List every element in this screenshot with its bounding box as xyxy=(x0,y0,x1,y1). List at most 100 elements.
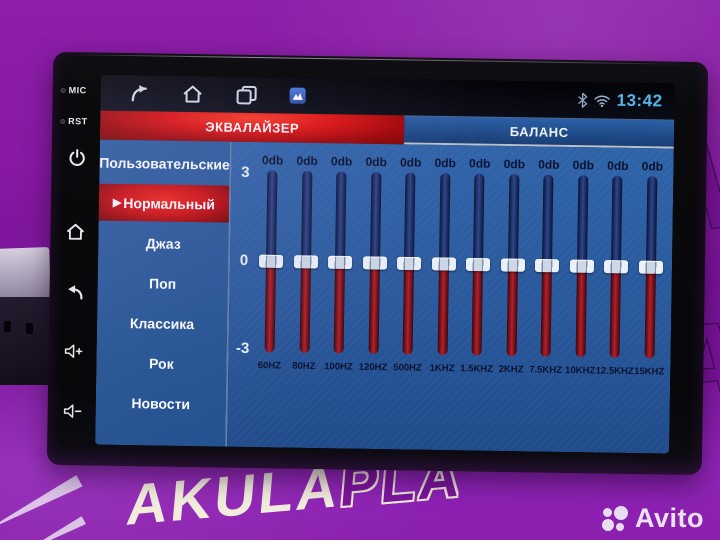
band-slider-thumb[interactable] xyxy=(293,255,318,269)
band-freq-label: 120HZ xyxy=(358,361,388,374)
band-slider[interactable] xyxy=(466,173,491,356)
slider-track-lower xyxy=(506,265,518,357)
band-slider[interactable] xyxy=(604,175,629,358)
preset-item-inactive[interactable]: Поп xyxy=(97,264,228,303)
equalizer-page: Пользовательские ▶ Нормальный Джаз Поп Класси… xyxy=(95,139,674,454)
band-slider[interactable] xyxy=(535,174,560,357)
preset-item-inactive[interactable]: Джаз xyxy=(98,224,229,263)
preset-label: Нормальный xyxy=(123,194,216,212)
reset-hole-icon xyxy=(60,118,66,124)
nav-recents-button[interactable] xyxy=(235,85,257,105)
slider-track-upper xyxy=(645,176,658,268)
gallery-app-icon[interactable] xyxy=(289,87,306,104)
eq-band: 0db 500HZ xyxy=(391,154,426,443)
bluetooth-icon xyxy=(578,92,588,108)
volume-down-button[interactable] xyxy=(61,400,83,422)
mic-hole-icon xyxy=(60,87,66,93)
slider-track-upper xyxy=(266,170,278,262)
preset-label: Классика xyxy=(129,314,195,332)
slider-track-upper xyxy=(611,175,623,267)
slider-track-lower xyxy=(333,262,346,354)
band-slider[interactable] xyxy=(569,175,594,358)
eq-band: 0db 12.5KHZ xyxy=(596,158,634,447)
band-slider-thumb[interactable] xyxy=(362,256,387,270)
eq-band: 0db 7.5KHZ xyxy=(529,156,564,445)
slider-track-upper xyxy=(404,172,416,264)
eq-band: 0db 1.5KHZ xyxy=(460,155,495,444)
slider-track-upper xyxy=(438,172,451,265)
preset-item-inactive[interactable]: Классика xyxy=(97,304,228,343)
eq-scale-label: 3 xyxy=(241,163,250,181)
volume-down-icon xyxy=(63,404,82,418)
band-slider[interactable] xyxy=(362,171,387,355)
nav-back-button[interactable] xyxy=(127,84,150,102)
reset-port[interactable]: RST xyxy=(60,116,88,126)
eq-scale-label: -3 xyxy=(235,339,250,357)
preset-label: Джаз xyxy=(145,234,181,252)
band-slider-thumb[interactable] xyxy=(500,258,525,272)
selected-arrow-icon: ▶ xyxy=(112,196,122,209)
slider-track-lower xyxy=(471,264,484,356)
chassis-bracket xyxy=(0,297,54,385)
band-gain-label: 0db xyxy=(538,157,560,172)
mountains-glyph xyxy=(292,92,303,100)
band-freq-label: 60HZ xyxy=(257,360,282,372)
wifi-icon xyxy=(594,94,610,107)
band-freq-label: 500HZ xyxy=(393,362,422,374)
band-slider[interactable] xyxy=(431,172,456,356)
band-gain-label: 0db xyxy=(468,156,491,171)
band-gain-label: 0db xyxy=(261,153,284,168)
preset-item-active[interactable]: ▶ Нормальный xyxy=(98,183,230,223)
band-freq-label: 2KHZ xyxy=(498,363,524,376)
back-hardware-button[interactable] xyxy=(63,280,85,302)
tab-equalizer[interactable]: ЭКВАЛАЙЗЕР xyxy=(99,110,405,145)
band-gain-label: 0db xyxy=(503,156,526,172)
mic-port: MIC xyxy=(60,85,87,95)
tab-balance[interactable]: БАЛАНС xyxy=(404,115,675,149)
band-slider[interactable] xyxy=(500,174,525,357)
nav-home-button[interactable] xyxy=(181,84,203,104)
status-bar: 13:42 xyxy=(100,74,675,120)
preset-label: Поп xyxy=(148,274,177,292)
home-hardware-button[interactable] xyxy=(64,220,86,242)
slider-track-upper xyxy=(300,170,312,262)
band-slider-thumb[interactable] xyxy=(327,255,353,270)
band-gain-label: 0db xyxy=(330,154,353,169)
eq-bands: 0db 60HZ 0db 80HZ 0db 100HZ 0db 120HZ 0db 500HZ 0d… xyxy=(253,152,667,447)
nav-home-icon xyxy=(183,85,202,103)
preset-item-inactive[interactable]: Пользовательские xyxy=(99,144,230,183)
band-slider-thumb[interactable] xyxy=(258,254,284,269)
band-slider[interactable] xyxy=(293,170,318,353)
power-icon xyxy=(68,148,85,166)
preset-item-inactive[interactable]: Рок xyxy=(96,344,227,383)
eq-band: 0db 80HZ xyxy=(288,153,323,442)
home-icon xyxy=(66,223,85,240)
volume-up-icon xyxy=(64,344,83,358)
reset-label: RST xyxy=(68,116,88,127)
band-slider[interactable] xyxy=(397,172,422,355)
band-slider[interactable] xyxy=(258,170,284,353)
preset-list: Пользовательские ▶ Нормальный Джаз Поп Класси… xyxy=(95,139,232,447)
band-slider-thumb[interactable] xyxy=(638,260,663,274)
band-freq-label: 15KHZ xyxy=(634,366,665,378)
band-slider[interactable] xyxy=(638,176,663,359)
nav-recents-icon xyxy=(236,85,257,105)
band-slider-thumb[interactable] xyxy=(535,258,560,273)
band-slider-thumb[interactable] xyxy=(397,256,422,271)
band-slider-thumb[interactable] xyxy=(431,257,456,271)
nav-back-icon xyxy=(131,85,147,102)
slider-track-upper xyxy=(507,174,520,266)
equalizer-panel: 3 0 -3 0db 60HZ 0db 80HZ 0db 100HZ 0db 120HZ 0db 50… xyxy=(227,141,674,454)
band-slider-thumb[interactable] xyxy=(604,260,629,274)
slider-track-lower xyxy=(264,261,277,353)
preset-item-inactive[interactable]: Новости xyxy=(95,384,226,423)
volume-up-button[interactable] xyxy=(62,340,84,362)
eq-band: 0db 60HZ xyxy=(253,152,288,441)
power-button[interactable] xyxy=(65,146,87,168)
band-slider-thumb[interactable] xyxy=(466,257,491,272)
clock: 13:42 xyxy=(616,90,663,111)
eq-band: 0db 15KHZ xyxy=(633,158,668,447)
touchscreen: 13:42 ЭКВАЛАЙЗЕР БАЛАНС Пользовательские… xyxy=(95,74,675,454)
band-slider[interactable] xyxy=(327,171,353,354)
band-slider-thumb[interactable] xyxy=(569,259,594,273)
